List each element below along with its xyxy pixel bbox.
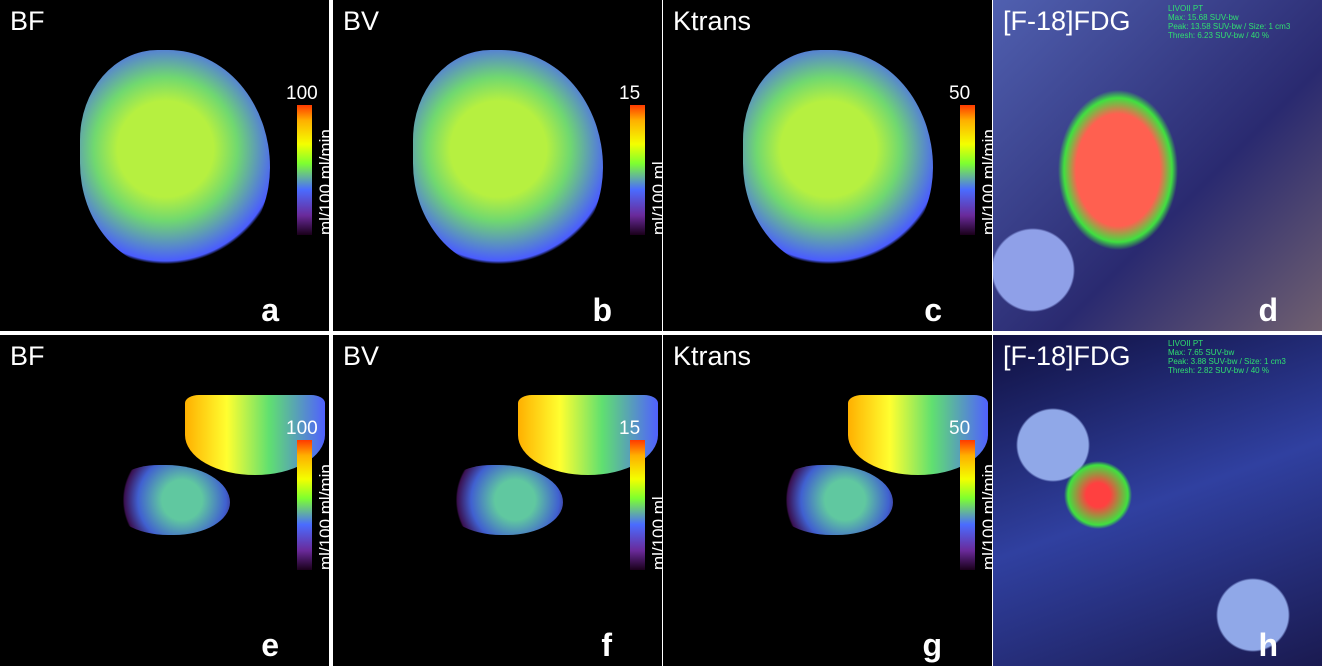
colorbar-unit: ml/100 ml/min [316, 129, 329, 235]
colorbar-max: 15 [619, 418, 640, 440]
panel-letter: h [1258, 627, 1278, 664]
colorbar-unit: ml/100 ml/min [979, 129, 992, 235]
panel-title: [F-18]FDG [1003, 341, 1131, 372]
colorbar-unit: ml/100 ml/min [979, 464, 992, 570]
colorbar-unit: ml/100 ml [649, 496, 662, 570]
colorbar [960, 105, 975, 235]
image-panel: 50 ml/100 ml/min Ktrans c [663, 0, 992, 331]
image-panel: 100 ml/100 ml/min BF e [0, 335, 329, 666]
panel-letter: g [922, 627, 942, 664]
colorbar-max: 100 [286, 418, 318, 440]
panel-title: BV [343, 341, 379, 372]
overlay-line: LIVOII PT [1168, 339, 1286, 348]
panel-letter: a [261, 292, 279, 329]
perfusion-map [743, 50, 933, 270]
image-panel: 50 ml/100 ml/min Ktrans g [663, 335, 992, 666]
colorbar-max: 50 [949, 418, 970, 440]
colorbar-unit: ml/100 ml [649, 161, 662, 235]
panel-title: BF [10, 341, 45, 372]
overlay-line: Max: 15.68 SUV-bw [1168, 13, 1290, 22]
perfusion-map [413, 50, 603, 270]
panel-letter: b [592, 292, 612, 329]
image-panel: 100 ml/100 ml/min BF a [0, 0, 329, 331]
perfusion-map [80, 50, 270, 270]
overlay-line: Thresh: 2.82 SUV-bw / 40 % [1168, 366, 1286, 375]
colorbar [297, 105, 312, 235]
panel-title: Ktrans [673, 6, 751, 37]
perfusion-map [110, 465, 230, 535]
colorbar-max: 15 [619, 83, 640, 105]
image-panel: 15 ml/100 ml BV b [333, 0, 662, 331]
panel-letter: c [924, 292, 942, 329]
colorbar [297, 440, 312, 570]
colorbar [960, 440, 975, 570]
panel-letter: e [261, 627, 279, 664]
panel-title: [F-18]FDG [1003, 6, 1131, 37]
overlay-line: Peak: 13.58 SUV-bw / Size: 1 cm3 [1168, 22, 1290, 31]
colorbar-unit: ml/100 ml/min [316, 464, 329, 570]
figure: 100 ml/100 ml/min BF a 15 ml/100 ml BV b 50 ml/10… [0, 0, 1322, 666]
panel-letter: d [1258, 292, 1278, 329]
panel-title: BF [10, 6, 45, 37]
colorbar-max: 50 [949, 83, 970, 105]
perfusion-map [773, 465, 893, 535]
image-panel: 15 ml/100 ml BV f [333, 335, 662, 666]
colorbar [630, 440, 645, 570]
overlay-line: LIVOII PT [1168, 4, 1290, 13]
panel-title: BV [343, 6, 379, 37]
overlay-line: Max: 7.65 SUV-bw [1168, 348, 1286, 357]
overlay-line: Peak: 3.88 SUV-bw / Size: 1 cm3 [1168, 357, 1286, 366]
overlay-line: Thresh: 6.23 SUV-bw / 40 % [1168, 31, 1290, 40]
perfusion-map [443, 465, 563, 535]
panel-letter: f [601, 627, 612, 664]
colorbar-max: 100 [286, 83, 318, 105]
colorbar [630, 105, 645, 235]
panel-title: Ktrans [673, 341, 751, 372]
